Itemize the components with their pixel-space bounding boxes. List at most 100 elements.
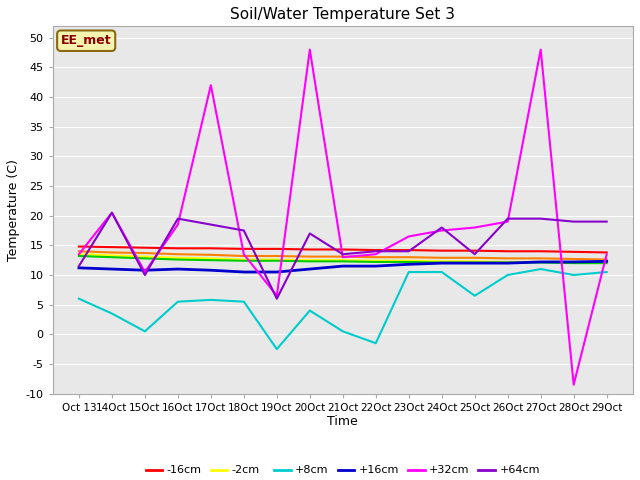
Text: EE_met: EE_met [61, 34, 111, 47]
+64cm [504, 216, 511, 222]
+8cm [306, 308, 314, 313]
Line: +64cm: +64cm [79, 213, 607, 299]
-8cm [273, 253, 281, 259]
+8cm [174, 299, 182, 304]
-16cm [108, 244, 116, 250]
+2cm [504, 260, 511, 265]
-16cm [372, 247, 380, 253]
+32cm [108, 210, 116, 216]
+64cm [75, 263, 83, 269]
Y-axis label: Temperature (C): Temperature (C) [7, 159, 20, 261]
+2cm [471, 260, 479, 265]
+32cm [570, 382, 577, 387]
+8cm [207, 297, 214, 303]
-8cm [504, 255, 511, 261]
+8cm [405, 269, 413, 275]
+32cm [141, 269, 148, 275]
+32cm [174, 222, 182, 228]
-16cm [75, 244, 83, 250]
+32cm [603, 252, 611, 257]
+2cm [108, 254, 116, 260]
+8cm [570, 272, 577, 278]
+32cm [537, 47, 545, 52]
+2cm [570, 260, 577, 266]
Title: Soil/Water Temperature Set 3: Soil/Water Temperature Set 3 [230, 7, 455, 22]
-2cm [306, 257, 314, 263]
+64cm [339, 252, 347, 257]
-2cm [108, 252, 116, 258]
+16cm [603, 258, 611, 264]
+8cm [339, 328, 347, 334]
+2cm [273, 258, 281, 264]
-16cm [504, 248, 511, 254]
+16cm [438, 260, 445, 266]
-8cm [75, 248, 83, 254]
-8cm [603, 257, 611, 263]
-8cm [240, 253, 248, 259]
-8cm [570, 256, 577, 262]
+8cm [504, 272, 511, 278]
+16cm [306, 266, 314, 272]
Line: -8cm: -8cm [79, 251, 607, 260]
-8cm [174, 252, 182, 257]
+32cm [273, 293, 281, 299]
+8cm [240, 299, 248, 304]
-2cm [471, 258, 479, 264]
+64cm [273, 296, 281, 301]
Line: +8cm: +8cm [79, 269, 607, 349]
+8cm [471, 293, 479, 299]
Line: +2cm: +2cm [79, 256, 607, 263]
-2cm [240, 257, 248, 263]
+64cm [108, 210, 116, 216]
Line: +32cm: +32cm [79, 49, 607, 384]
Legend: -16cm, -8cm, -2cm, +2cm, +8cm, +16cm, +32cm, +64cm: -16cm, -8cm, -2cm, +2cm, +8cm, +16cm, +3… [145, 466, 540, 480]
+32cm [339, 254, 347, 260]
+64cm [405, 248, 413, 254]
+64cm [141, 272, 148, 278]
+32cm [75, 252, 83, 257]
-16cm [306, 247, 314, 252]
-2cm [273, 257, 281, 263]
+64cm [570, 219, 577, 225]
-8cm [438, 255, 445, 261]
+2cm [141, 255, 148, 261]
-16cm [471, 248, 479, 253]
-2cm [372, 258, 380, 264]
-8cm [108, 250, 116, 255]
-16cm [603, 250, 611, 255]
-8cm [471, 255, 479, 261]
+32cm [438, 228, 445, 233]
+2cm [240, 258, 248, 264]
-2cm [570, 259, 577, 265]
-16cm [273, 246, 281, 252]
+8cm [537, 266, 545, 272]
+8cm [438, 269, 445, 275]
-2cm [603, 260, 611, 265]
-16cm [207, 245, 214, 251]
+32cm [504, 219, 511, 225]
-16cm [537, 248, 545, 254]
-8cm [207, 252, 214, 258]
+64cm [471, 252, 479, 257]
+16cm [339, 263, 347, 269]
-2cm [75, 252, 83, 257]
+32cm [306, 47, 314, 52]
+8cm [75, 296, 83, 301]
+16cm [471, 260, 479, 266]
-8cm [405, 254, 413, 260]
-2cm [141, 254, 148, 260]
-2cm [405, 258, 413, 264]
+32cm [240, 252, 248, 257]
-2cm [207, 255, 214, 261]
+8cm [141, 328, 148, 334]
-2cm [339, 257, 347, 263]
+16cm [504, 260, 511, 266]
+16cm [207, 267, 214, 273]
-8cm [141, 250, 148, 256]
+32cm [471, 225, 479, 230]
+64cm [603, 219, 611, 225]
X-axis label: Time: Time [328, 415, 358, 429]
+16cm [273, 269, 281, 275]
+16cm [405, 262, 413, 267]
+64cm [372, 248, 380, 254]
